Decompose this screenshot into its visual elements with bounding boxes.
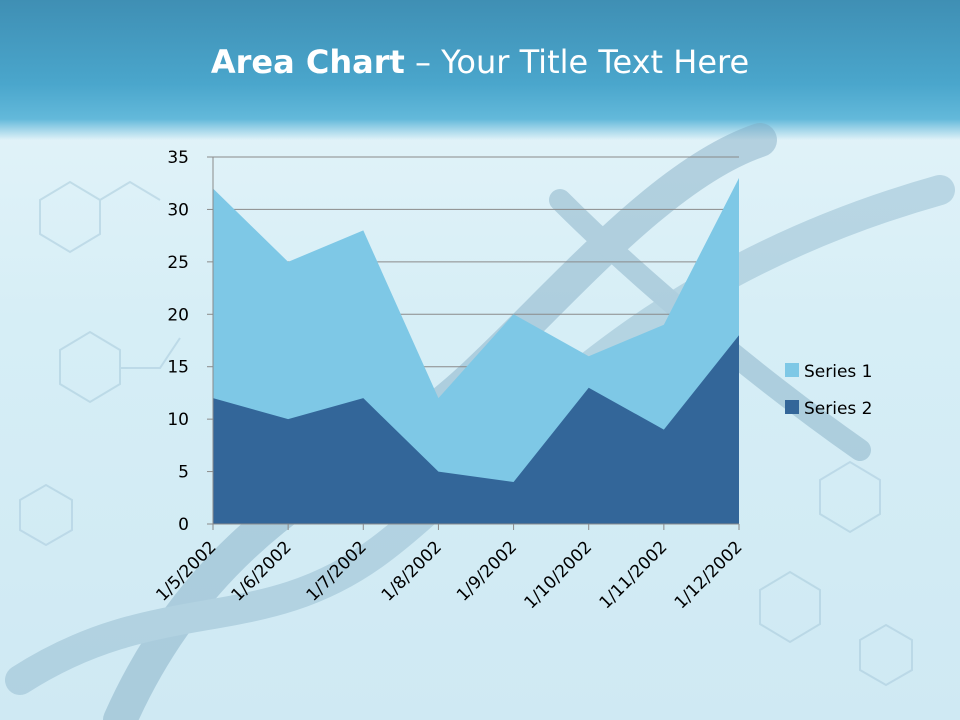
- page-title: Area Chart – Your Title Text Here: [0, 40, 960, 84]
- legend-swatch-series-1: [785, 363, 799, 377]
- y-tick-label: 0: [178, 515, 189, 535]
- title-banner: [0, 0, 960, 140]
- x-tick-label: 1/6/2002: [228, 537, 296, 605]
- x-tick-label: 1/12/2002: [671, 537, 747, 613]
- y-tick-label: 20: [167, 305, 189, 325]
- x-tick-label: 1/11/2002: [596, 537, 672, 613]
- y-tick-label: 15: [167, 358, 189, 378]
- y-tick-label: 35: [167, 148, 189, 168]
- x-tick-label: 1/8/2002: [378, 537, 446, 605]
- legend-label-series-1: Series 1: [804, 362, 873, 382]
- series-2-area: [213, 335, 739, 524]
- title-rest: – Your Title Text Here: [404, 43, 750, 81]
- x-tick-label: 1/10/2002: [520, 537, 596, 613]
- title-bold: Area Chart: [210, 43, 405, 81]
- x-tick-label: 1/7/2002: [303, 537, 371, 605]
- y-tick-label: 10: [167, 410, 189, 430]
- legend-label-series-2: Series 2: [804, 399, 873, 419]
- x-tick-label: 1/5/2002: [152, 537, 220, 605]
- y-tick-label: 30: [167, 200, 189, 220]
- y-tick-label: 5: [178, 463, 189, 483]
- y-tick-label: 25: [167, 253, 189, 273]
- x-tick-label: 1/9/2002: [453, 537, 521, 605]
- legend-swatch-series-2: [785, 400, 799, 414]
